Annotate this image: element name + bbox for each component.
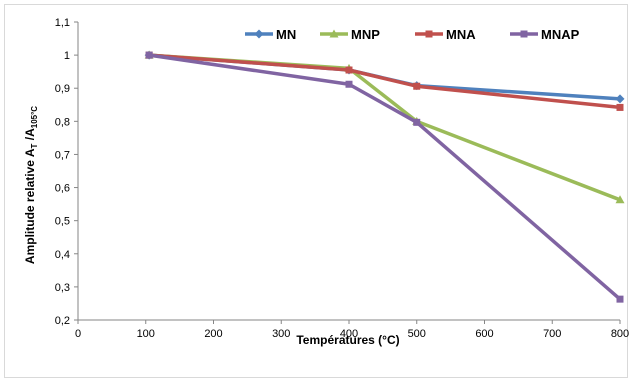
data-point-mnap bbox=[413, 118, 421, 126]
series-line-mna bbox=[147, 53, 622, 110]
legend-label-mnap: MNAP bbox=[541, 27, 580, 42]
legend-marker-mn bbox=[254, 29, 264, 39]
x-tick-label: 200 bbox=[204, 328, 222, 340]
y-axis-title-sub1: T bbox=[30, 143, 39, 148]
y-tick-label: 1 bbox=[64, 50, 70, 62]
legend-item-mn: MN bbox=[245, 27, 296, 42]
y-tick-label: 0,5 bbox=[55, 216, 70, 228]
data-point-mnap bbox=[345, 80, 353, 88]
data-point-mnap bbox=[616, 295, 624, 303]
legend-marker-mnap bbox=[520, 30, 528, 38]
legend-marker-mna bbox=[425, 30, 433, 38]
series-mnap bbox=[145, 51, 624, 303]
x-tick-label: 800 bbox=[611, 328, 629, 340]
legend-label-mn: MN bbox=[276, 27, 296, 42]
y-tick-label: 0,4 bbox=[55, 249, 70, 261]
x-tick-label: 0 bbox=[75, 328, 81, 340]
data-point-mn bbox=[615, 94, 625, 104]
x-tick-label: 100 bbox=[137, 328, 155, 340]
legend-item-mna: MNA bbox=[415, 27, 476, 42]
y-axis-title-main: Amplitude relative A bbox=[23, 148, 37, 264]
y-tick-label: 0,9 bbox=[55, 83, 70, 95]
y-tick-label: 0,2 bbox=[55, 315, 70, 327]
y-tick-label: 0,6 bbox=[55, 183, 70, 195]
y-axis-title-mid: /A bbox=[23, 128, 37, 144]
series-layer bbox=[144, 50, 625, 303]
x-tick-label: 600 bbox=[475, 328, 493, 340]
y-tick-label: 0,3 bbox=[55, 282, 70, 294]
y-axis-title-sub2: 105°C bbox=[30, 106, 39, 129]
series-mnp bbox=[144, 50, 625, 204]
series-line-mnap bbox=[147, 53, 622, 301]
y-tick-label: 0,8 bbox=[55, 116, 70, 128]
x-tick-label: 300 bbox=[272, 328, 290, 340]
axes: 0,2 0,3 0,4 0,5 0,6 0,7 0,8 0,9 1 1,1 0 100 200 300 40… bbox=[55, 17, 629, 340]
legend-item-mnp: MNP bbox=[320, 27, 380, 42]
legend-item-mnap: MNAP bbox=[510, 27, 580, 42]
legend-label-mnp: MNP bbox=[351, 27, 380, 42]
y-tick-label: 0,7 bbox=[55, 149, 70, 161]
legend-label-mna: MNA bbox=[446, 27, 476, 42]
data-point-mna bbox=[413, 82, 421, 90]
x-axis-title: Températures (°C) bbox=[296, 333, 399, 347]
y-tick-label: 1,1 bbox=[55, 17, 70, 29]
legend-marker-mnp bbox=[329, 29, 339, 38]
x-tick-label: 500 bbox=[408, 328, 426, 340]
data-point-mnp bbox=[615, 195, 625, 204]
x-tick-label: 700 bbox=[543, 328, 561, 340]
data-point-mna bbox=[616, 103, 624, 111]
y-axis-title: Amplitude relative AT /A105°C bbox=[23, 106, 39, 264]
series-mna bbox=[145, 51, 624, 111]
data-point-mna bbox=[345, 66, 353, 74]
data-point-mnap bbox=[145, 51, 153, 59]
x-tick-label: 400 bbox=[340, 328, 358, 340]
legend: MN MNP MNA MNAP bbox=[245, 27, 580, 42]
